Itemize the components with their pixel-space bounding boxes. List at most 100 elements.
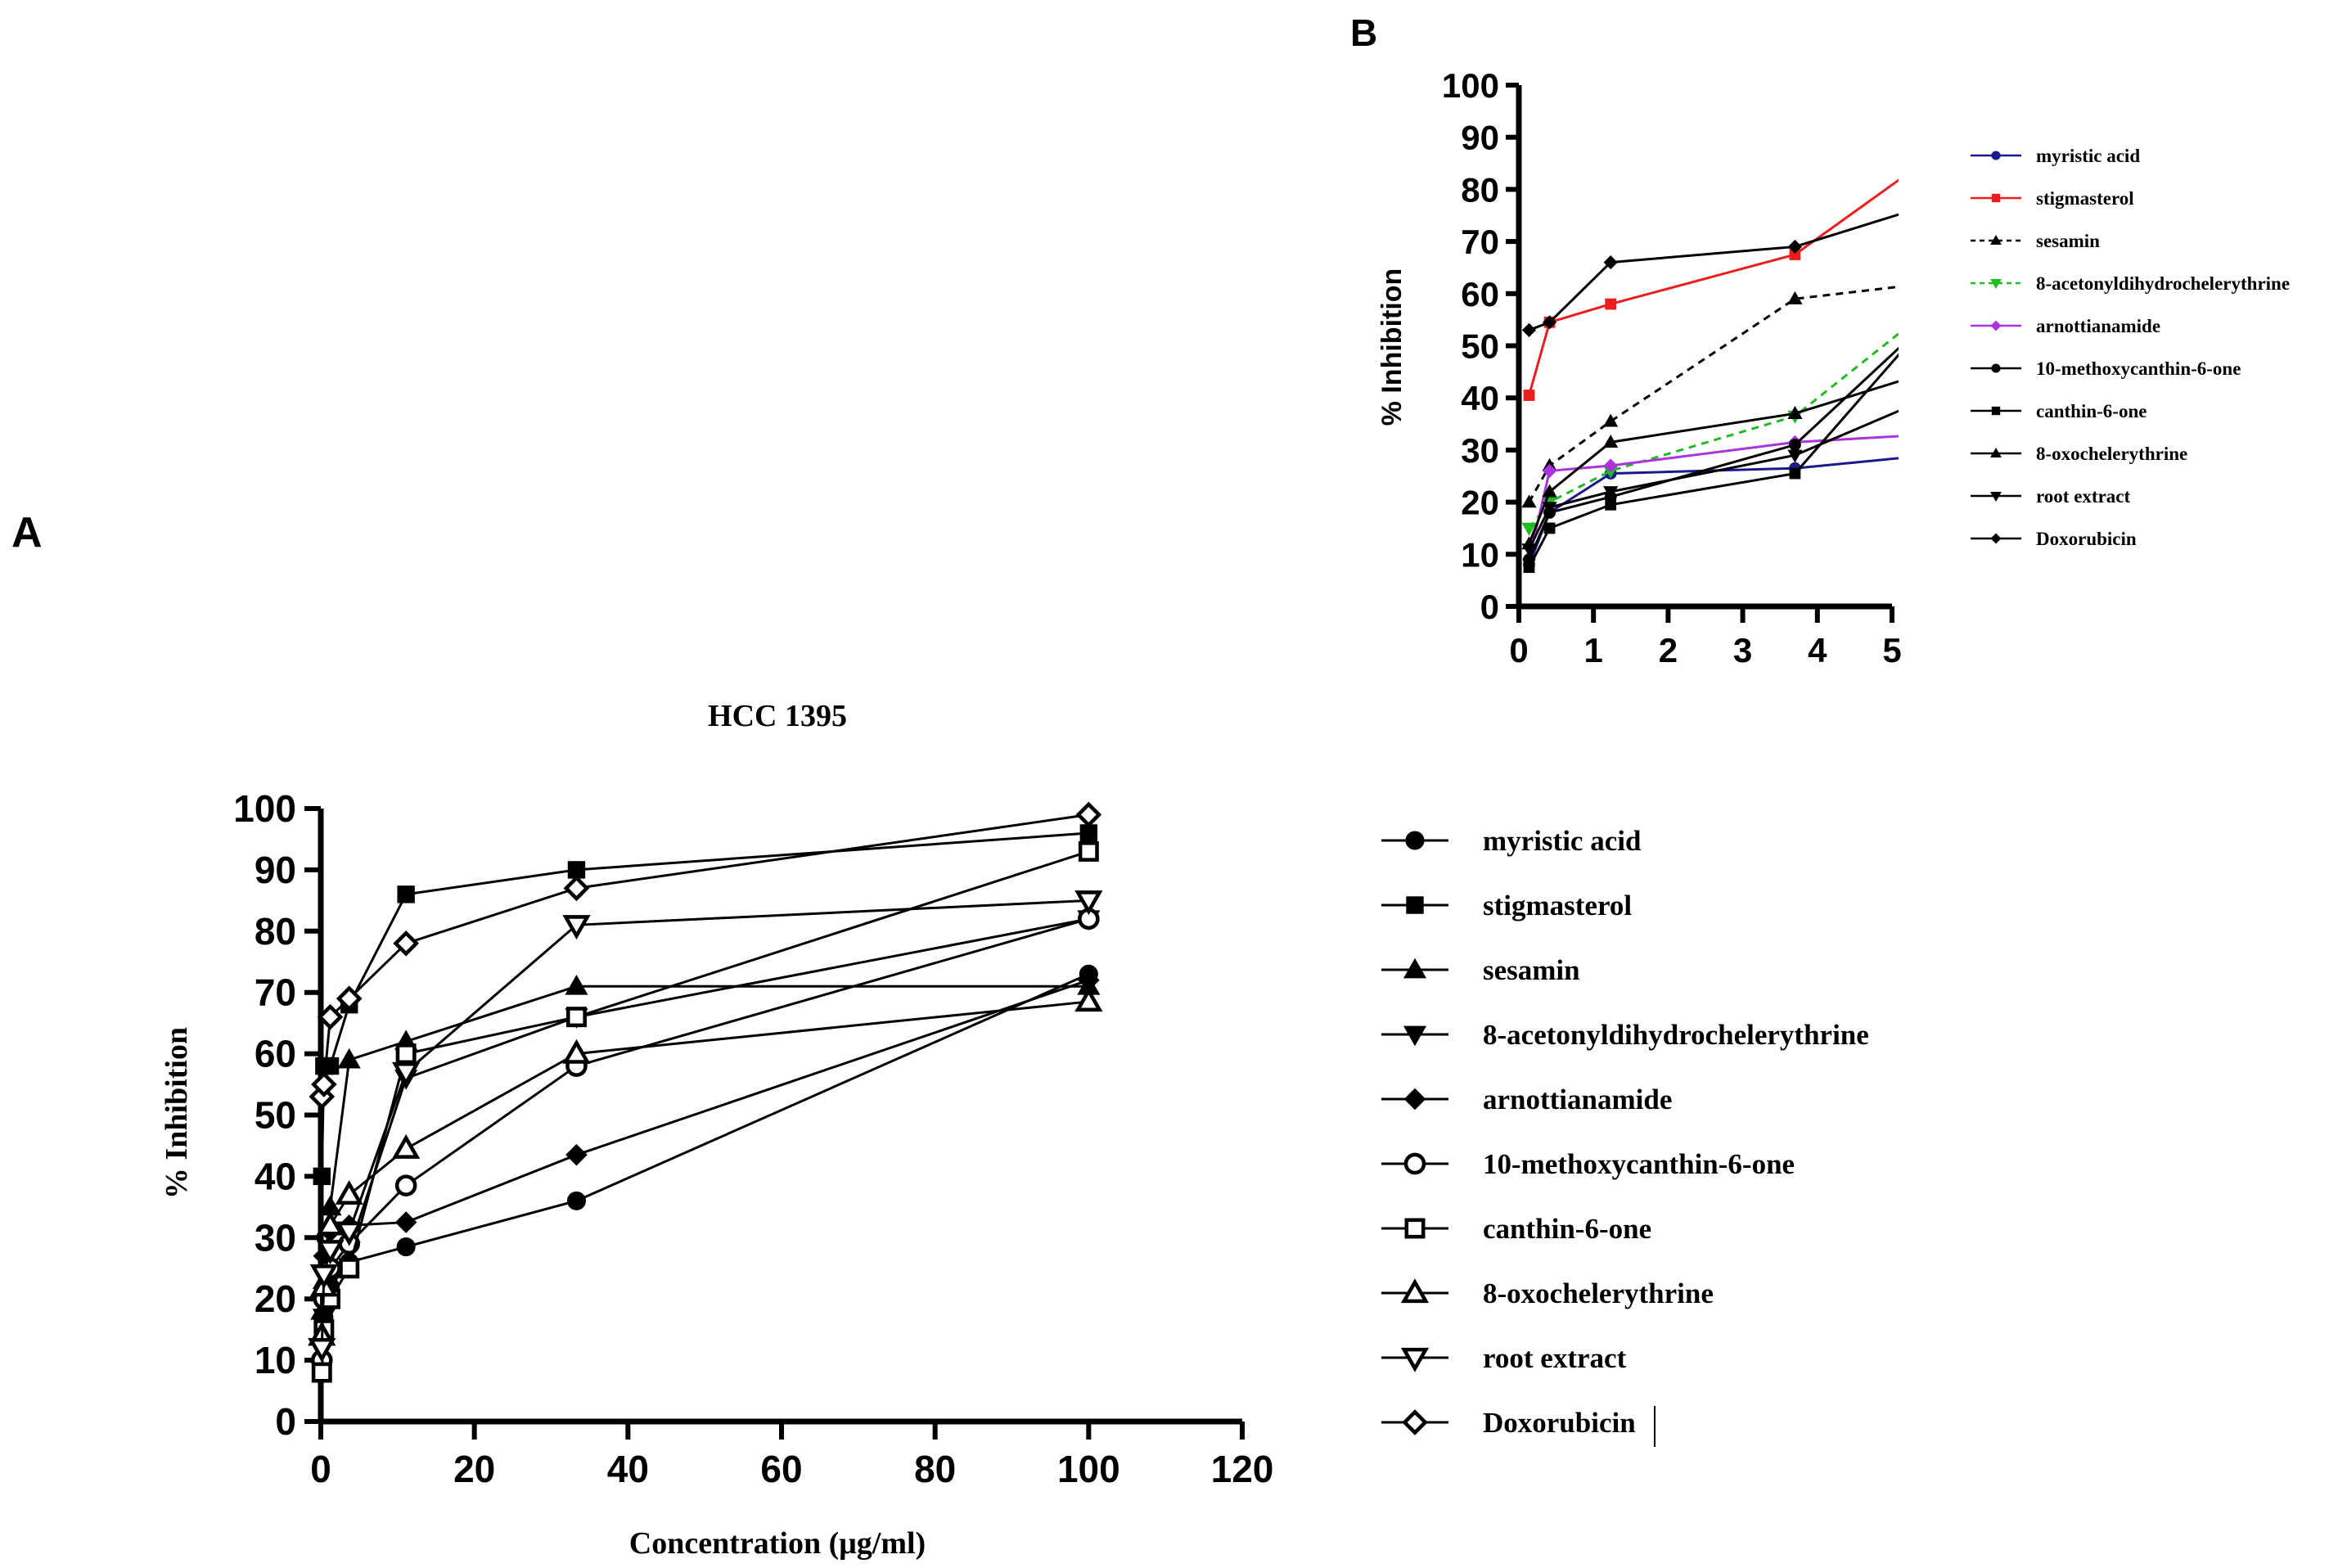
panel-label-b: B	[1350, 11, 1377, 54]
chart-b-data-point	[1789, 439, 1801, 451]
chart-b-data-point	[1787, 449, 1803, 463]
chart-a-data-point	[311, 1071, 337, 1097]
chart-b-legend-marker	[1991, 363, 2001, 373]
chart-a-data-point	[563, 875, 590, 902]
chart-a-data-point	[565, 975, 588, 995]
chart-a-series-line	[320, 899, 1089, 1349]
chart-a-data-point	[394, 1211, 417, 1233]
chart-b-x-tick-label: 3	[1733, 631, 1752, 669]
chart-a-legend-label: Doxorubicin	[1483, 1407, 1636, 1439]
chart-b-legend-entry: sesamin	[1971, 231, 2100, 251]
chart-a-legend-label: canthin-6-one	[1483, 1213, 1651, 1245]
chart-a-legend-entry: Doxorubicin	[1381, 1407, 1636, 1439]
chart-b-data-point	[1787, 291, 1803, 304]
chart-a-data-point	[1074, 890, 1103, 916]
chart-b-data-point	[1523, 390, 1535, 401]
chart-a-data-point	[393, 930, 419, 957]
chart-a-data-point	[1078, 840, 1099, 862]
chart-a-data-point	[397, 885, 415, 903]
chart-a-series-line	[320, 917, 1089, 1349]
chart-a-series-doxorubicin	[309, 801, 1102, 1110]
chart-b-series-myristic-acid	[1523, 457, 1899, 571]
chart-b-data-point	[1789, 467, 1801, 480]
chart-b-x-tick-label: 5	[1882, 631, 1901, 669]
chart-a-legend-marker	[1403, 1025, 1427, 1047]
chart-a-series-stigmasterol	[313, 824, 1098, 1186]
chart-a-legend-marker	[1406, 896, 1424, 914]
chart-a-data-point	[316, 1240, 345, 1265]
chart-b-data-point	[1605, 298, 1617, 310]
chart-b-y-tick-label: 90	[1461, 119, 1499, 157]
chart-a-series	[308, 801, 1103, 1383]
chart-b-series-line	[1528, 353, 1899, 568]
chart-b-data-point	[1543, 522, 1556, 534]
chart-a-y-tick-label: 10	[255, 1339, 296, 1381]
chart-b-data-point	[1605, 498, 1617, 511]
chart-a-data-point	[394, 1174, 417, 1196]
chart-b-y-tick-label: 20	[1461, 484, 1499, 522]
chart-a-legend-entry: canthin-6-one	[1381, 1213, 1651, 1245]
chart-a: HCC 1395 Concentration (μg/ml) % Inhibit…	[160, 699, 1869, 1561]
chart-a-x-tick-label: 80	[914, 1448, 956, 1490]
panel-label-a: A	[11, 509, 43, 556]
chart-a-series-line	[320, 985, 1089, 1312]
chart-a-data-point	[565, 1143, 588, 1166]
chart-a-x-axis-label: Concentration (μg/ml)	[629, 1526, 926, 1561]
chart-b-y-tick-label: 10	[1461, 535, 1499, 574]
chart-b-legend-label: myristic acid	[2036, 146, 2140, 166]
chart-b-y-tick-label: 50	[1461, 327, 1499, 366]
chart-b-x-tick-label: 1	[1584, 631, 1603, 669]
chart-b-series	[1521, 178, 1899, 574]
chart-a-data-point	[311, 1362, 332, 1383]
chart-b-legend-entry: 8-oxochelerythrine	[1971, 444, 2187, 464]
chart-b-data-point	[1521, 494, 1537, 508]
chart-a-axes: 0 10 20 30 40 50 60 70 80 90 100 0 20 40 60 80 100 120	[233, 787, 1273, 1490]
chart-b-series-8-acetonyldihydrochelerythrine	[1521, 331, 1899, 536]
chart-b-legend-marker	[1991, 193, 2001, 203]
chart-a-data-point	[395, 1043, 417, 1065]
chart-b-data-point	[1603, 255, 1618, 270]
chart-b-legend-label: arnottianamide	[2036, 316, 2160, 336]
chart-a-y-tick-label: 0	[275, 1400, 296, 1443]
chart-b-legend-label: 8-acetonyldihydrochelerythrine	[2036, 273, 2290, 294]
chart-b-legend-label: root extract	[2036, 486, 2130, 507]
chart-b-series-arnottianamide	[1521, 435, 1899, 567]
chart-a-data-point	[313, 1167, 331, 1186]
chart-b-legend-entry: 10-methoxycanthin-6-one	[1971, 358, 2241, 379]
chart-b-y-tick-label: 40	[1461, 379, 1499, 417]
chart-b-legend-entry: stigmasterol	[1971, 188, 2134, 209]
chart-b-series-10-methoxycanthin-6-one	[1523, 346, 1899, 566]
chart-b-legend-marker	[1990, 320, 2002, 331]
chart-b-legend-entry: arnottianamide	[1971, 316, 2160, 336]
chart-a-legend-entry: myristic acid	[1381, 825, 1642, 857]
chart-b-series-line	[1528, 285, 1899, 503]
chart-a-series-sesamin	[310, 975, 1101, 1320]
chart-a-legend-entry: root extract	[1381, 1342, 1627, 1374]
chart-a-data-point	[562, 915, 591, 940]
chart-b-data-point	[1542, 484, 1557, 498]
chart-a-legend-marker	[1403, 1152, 1426, 1175]
chart-a-y-tick-label: 80	[255, 910, 296, 953]
chart-b-series-line	[1528, 178, 1899, 396]
chart-a-x-tick-label: 40	[607, 1448, 649, 1490]
chart-b-series-line	[1528, 380, 1899, 545]
chart-b-legend-entry: root extract	[1971, 486, 2130, 507]
chart-a-series-line	[320, 1000, 1089, 1336]
chart-b-y-tick-label: 60	[1461, 275, 1499, 313]
chart-b-y-tick-label: 80	[1461, 170, 1499, 209]
chart-a-data-point	[565, 1007, 587, 1028]
chart-b-y-tick-label: 100	[1442, 66, 1499, 105]
chart-b-data-point	[1521, 322, 1537, 337]
chart-a-title: HCC 1395	[708, 699, 847, 733]
chart-b-axes: 0 10 20 30 40 50 60 70 80 90 100 0 1 2 3 4 5	[1442, 66, 1902, 669]
chart-a-series-8-oxochelerythrine	[308, 987, 1103, 1346]
chart-b-x-tick-label: 2	[1659, 631, 1678, 669]
chart-a-y-tick-label: 30	[255, 1216, 296, 1259]
chart-a-data-point	[562, 1039, 591, 1064]
chart-b-legend-marker	[1990, 533, 2002, 544]
chart-a-legend-marker	[1400, 1347, 1430, 1372]
chart-b-series-stigmasterol	[1523, 178, 1899, 401]
chart-a-y-tick-label: 50	[255, 1094, 296, 1137]
chart-b-data-point	[1603, 435, 1619, 448]
chart-a-x-tick-label: 120	[1211, 1448, 1274, 1490]
